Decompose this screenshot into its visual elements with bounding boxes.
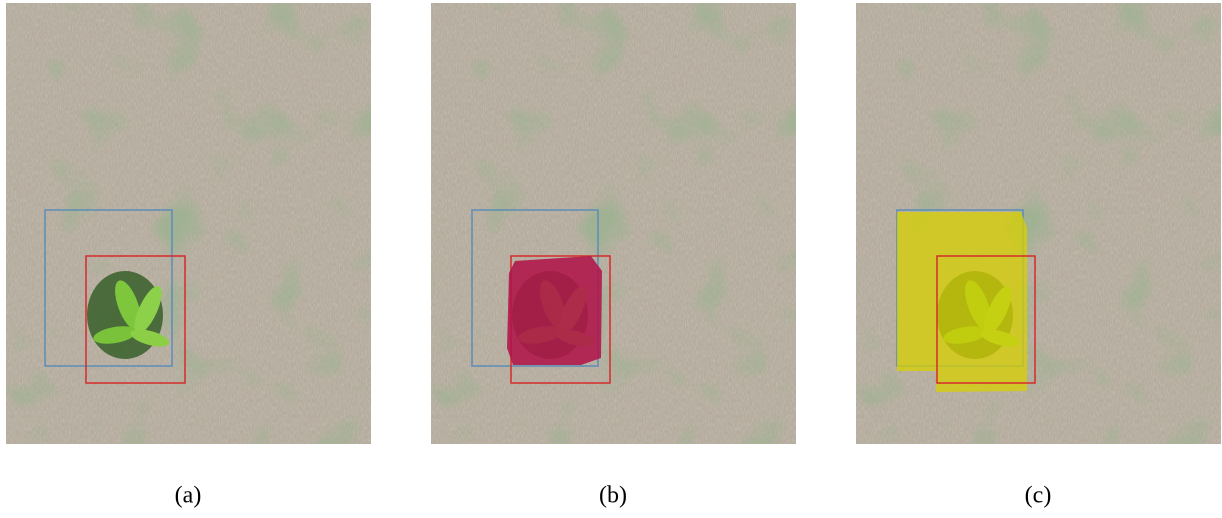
segmentation-mask	[507, 256, 602, 365]
caption: (c)	[1025, 483, 1052, 509]
figure: (a) (b) (c)	[0, 0, 1222, 518]
page: (a) (b) (c) (() => { const data = JSON.p…	[0, 0, 1222, 518]
segmentation-mask	[897, 212, 1027, 392]
caption: (b)	[599, 483, 627, 509]
panel-b	[431, 3, 796, 444]
panel-c	[856, 3, 1221, 444]
panel-a	[6, 3, 371, 444]
caption: (a)	[175, 483, 202, 509]
